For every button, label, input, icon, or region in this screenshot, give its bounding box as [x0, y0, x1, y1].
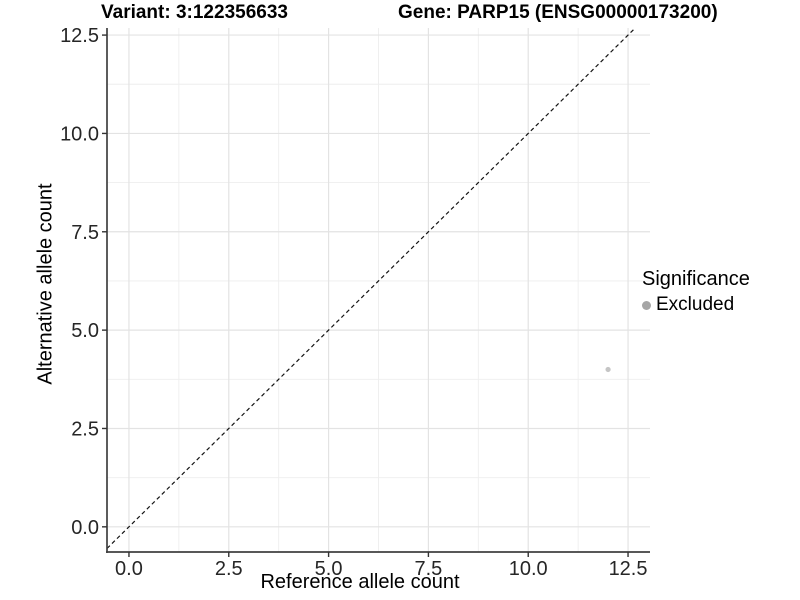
- legend-title: Significance: [642, 268, 750, 290]
- y-tick-label: 7.5: [71, 222, 99, 244]
- x-tick-label: 10.0: [509, 558, 548, 580]
- plot-title-variant: Variant: 3:122356633: [101, 2, 288, 23]
- x-tick-label: 0.0: [115, 558, 143, 580]
- y-tick-label: 2.5: [71, 418, 99, 440]
- data-point: [605, 366, 611, 373]
- x-tick-label: 12.5: [609, 558, 648, 580]
- legend-item-excluded: Excluded: [642, 294, 750, 316]
- y-tick-label: 0.0: [71, 517, 99, 539]
- y-tick-label: 5.0: [71, 320, 99, 342]
- x-tick-label: 5.0: [315, 558, 343, 580]
- x-tick-label: 7.5: [415, 558, 443, 580]
- legend-item-label: Excluded: [656, 294, 735, 315]
- x-axis-title: Reference allele count: [260, 571, 460, 593]
- y-axis-title: Alternative allele count: [34, 183, 57, 385]
- y-tick-label: 10.0: [60, 123, 99, 145]
- identity-dashed-line: [106, 27, 636, 549]
- legend: Significance Excluded: [642, 268, 750, 316]
- y-tick-label: 12.5: [60, 25, 99, 47]
- legend-point-icon: [642, 300, 651, 310]
- plot-title-gene: Gene: PARP15 (ENSG00000173200): [398, 2, 718, 23]
- x-tick-label: 2.5: [215, 558, 243, 580]
